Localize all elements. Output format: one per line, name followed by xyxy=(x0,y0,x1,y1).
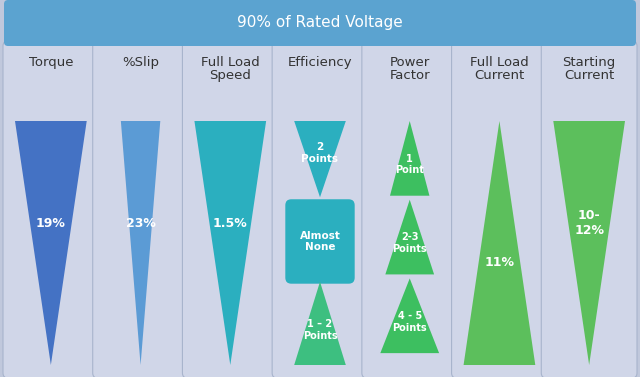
Text: 19%: 19% xyxy=(36,217,66,230)
Text: Power: Power xyxy=(390,56,430,69)
FancyBboxPatch shape xyxy=(285,199,355,284)
FancyBboxPatch shape xyxy=(272,41,368,377)
Polygon shape xyxy=(294,121,346,197)
Text: 2-3
Points: 2-3 Points xyxy=(392,232,427,254)
Polygon shape xyxy=(294,282,346,365)
Text: Current: Current xyxy=(564,69,614,82)
Text: Full Load: Full Load xyxy=(470,56,529,69)
Text: 90% of Rated Voltage: 90% of Rated Voltage xyxy=(237,15,403,31)
FancyBboxPatch shape xyxy=(93,41,188,377)
Text: Full Load: Full Load xyxy=(201,56,260,69)
Text: Starting: Starting xyxy=(563,56,616,69)
Polygon shape xyxy=(121,121,160,365)
FancyBboxPatch shape xyxy=(3,41,99,377)
Polygon shape xyxy=(390,121,429,196)
Text: 1.5%: 1.5% xyxy=(213,217,248,230)
Text: Almost
None: Almost None xyxy=(300,231,340,252)
Polygon shape xyxy=(15,121,86,365)
Text: Speed: Speed xyxy=(209,69,252,82)
Text: 4 - 5
Points: 4 - 5 Points xyxy=(392,311,427,333)
Text: Current: Current xyxy=(474,69,525,82)
Polygon shape xyxy=(195,121,266,365)
Polygon shape xyxy=(385,200,434,274)
FancyBboxPatch shape xyxy=(182,41,278,377)
Text: Torque: Torque xyxy=(29,56,73,69)
Text: 11%: 11% xyxy=(484,256,515,269)
FancyBboxPatch shape xyxy=(452,41,547,377)
FancyBboxPatch shape xyxy=(4,0,636,46)
Polygon shape xyxy=(380,279,439,353)
Text: Efficiency: Efficiency xyxy=(288,56,352,69)
Text: %Slip: %Slip xyxy=(122,56,159,69)
Text: Factor: Factor xyxy=(389,69,430,82)
Polygon shape xyxy=(554,121,625,365)
Text: 1 – 2
Points: 1 – 2 Points xyxy=(303,319,337,341)
FancyBboxPatch shape xyxy=(541,41,637,377)
FancyBboxPatch shape xyxy=(362,41,458,377)
Text: 1
Point: 1 Point xyxy=(396,153,424,175)
Text: 2
Points: 2 Points xyxy=(301,142,339,164)
Text: 23%: 23% xyxy=(125,217,156,230)
Text: 10-
12%: 10- 12% xyxy=(574,210,604,238)
Polygon shape xyxy=(463,121,535,365)
